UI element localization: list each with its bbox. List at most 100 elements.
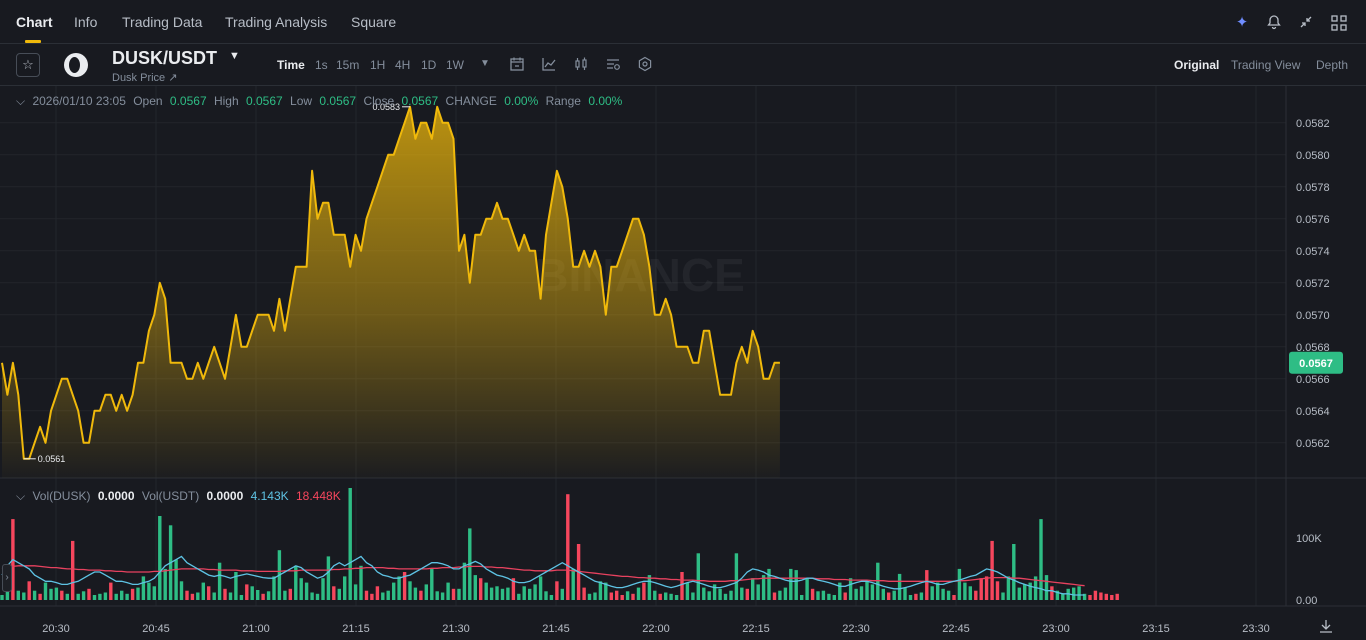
settings-hexagon-icon[interactable] (637, 56, 653, 72)
interval-4h[interactable]: 4H (395, 58, 411, 72)
volume-bar (245, 584, 249, 600)
tab-trading-analysis[interactable]: Trading Analysis (225, 14, 328, 30)
volume-bar (1012, 544, 1016, 600)
volume-bar (223, 588, 227, 600)
volume-bar (294, 565, 298, 600)
pair-dropdown-caret-icon[interactable]: ▼ (229, 50, 240, 62)
volume-bar (761, 575, 766, 600)
volume-bars (0, 488, 1119, 600)
tab-chart[interactable]: Chart (16, 14, 53, 30)
volume-bar (827, 593, 831, 600)
ohlc-range-value: 0.00% (588, 94, 623, 108)
line-chart-icon[interactable] (541, 56, 557, 72)
volume-bar (174, 559, 178, 600)
grid-icon[interactable] (1330, 14, 1348, 32)
volume-bar (179, 581, 184, 600)
view-trading-view[interactable]: Trading View (1231, 58, 1301, 72)
favorite-star-icon[interactable]: ☆ (16, 53, 40, 77)
price-axis-label: 0.0582 (1296, 118, 1330, 130)
volume-bar (892, 590, 896, 600)
volume-bar (908, 595, 913, 600)
volume-bar (217, 562, 222, 600)
volume-bar (658, 593, 662, 600)
volume-bar (756, 584, 760, 600)
ohlc-open-label: Open (133, 94, 163, 108)
price-area (1, 105, 780, 479)
reset-scale-icon[interactable] (1318, 618, 1334, 634)
interval-1d[interactable]: 1D (421, 58, 437, 72)
current-price-tag: 0.0567 (1289, 351, 1343, 374)
volume-bar (76, 593, 80, 600)
volume-bar (593, 592, 597, 600)
interval-1s[interactable]: 1s (315, 58, 328, 72)
volume-bar (843, 592, 847, 600)
volume-bar (32, 590, 37, 600)
ohlc-close-value: 0.0567 (401, 94, 439, 108)
legend-collapse-icon[interactable]: ⌵ (16, 94, 26, 108)
volume-bar (54, 587, 59, 600)
volume-bar (1077, 586, 1081, 600)
tab-square[interactable]: Square (351, 14, 397, 30)
top-tab-bar (0, 0, 1366, 44)
volume-ma-lines (1, 555, 1085, 596)
tab-trading-data[interactable]: Trading Data (122, 14, 203, 30)
collapse-icon[interactable] (1297, 14, 1315, 32)
interval-1w[interactable]: 1W (446, 58, 464, 72)
interval-1h[interactable]: 1H (370, 58, 386, 72)
interval-15m[interactable]: 15m (336, 58, 360, 72)
volume-bar (925, 570, 929, 600)
pair-symbol[interactable]: DUSK/USDT (112, 48, 218, 68)
volume-bar (664, 592, 668, 600)
volume-bar (897, 573, 902, 600)
time-axis-labels: 20:30 20:45 21:00 21:15 21:30 21:45 22:00 22:15… (42, 623, 1270, 635)
volume-bar (800, 595, 804, 600)
volume-bar (147, 582, 151, 600)
volume-bar (718, 588, 722, 600)
volume-bar (538, 576, 543, 600)
price-axis-label: 0.0574 (1296, 246, 1330, 258)
volume-bar (680, 572, 684, 600)
indicator-settings-icon[interactable] (605, 56, 621, 72)
volume-bar (566, 494, 570, 600)
max-price-label: 0.0583 (372, 102, 400, 112)
sidebar-expand-handle-icon[interactable]: › (2, 564, 12, 592)
volume-bar (1050, 586, 1054, 600)
bell-icon[interactable] (1265, 14, 1283, 32)
volume-bar (544, 591, 548, 600)
price-axis-labels: 0.0582 0.0580 0.0578 0.0576 0.0574 0.0572 0.05… (1296, 118, 1330, 450)
volume-bar (65, 593, 69, 600)
volume-bar (919, 592, 924, 600)
time-axis-label: 22:00 (642, 623, 670, 635)
volume-bar (1006, 576, 1011, 600)
volume-bar (1082, 593, 1087, 600)
time-axis-label: 22:45 (942, 623, 970, 635)
interval-more-caret-icon[interactable]: ▼ (480, 58, 490, 69)
interval-time[interactable]: Time (277, 58, 305, 72)
candlestick-icon[interactable] (573, 56, 589, 72)
time-axis-label: 23:00 (1042, 623, 1070, 635)
tab-info[interactable]: Info (74, 14, 98, 30)
calendar-icon[interactable] (509, 56, 525, 72)
volume-bar (457, 588, 461, 600)
volume-bar (685, 582, 690, 600)
volume-bar (489, 587, 494, 600)
volume-legend-collapse-icon[interactable]: ⌵ (16, 489, 26, 503)
ohlc-close-label: Close (363, 94, 395, 108)
volume-bar (332, 586, 336, 600)
volume-bar (549, 595, 554, 600)
volume-bar (821, 590, 826, 600)
ohlc-change-label: CHANGE (445, 94, 497, 108)
volume-bar (402, 572, 407, 600)
view-depth[interactable]: Depth (1316, 58, 1349, 72)
price-chart[interactable]: BINANCE 0.05820.05800.05780.05760.05740.… (0, 86, 1366, 640)
volume-bar (158, 516, 162, 600)
ohlc-datetime: 2026/01/10 23:05 (32, 94, 126, 108)
ai-sparkle-icon[interactable]: ✦ (1235, 14, 1249, 31)
volume-bar (353, 584, 358, 600)
volume-bar (1017, 587, 1021, 600)
price-axis-label: 0.0578 (1296, 182, 1330, 194)
pair-subtitle-link[interactable]: Dusk Price ↗ (112, 72, 178, 84)
price-axis-label: 0.0580 (1296, 150, 1330, 162)
volume-bar (1055, 590, 1060, 600)
view-original[interactable]: Original (1174, 58, 1220, 72)
